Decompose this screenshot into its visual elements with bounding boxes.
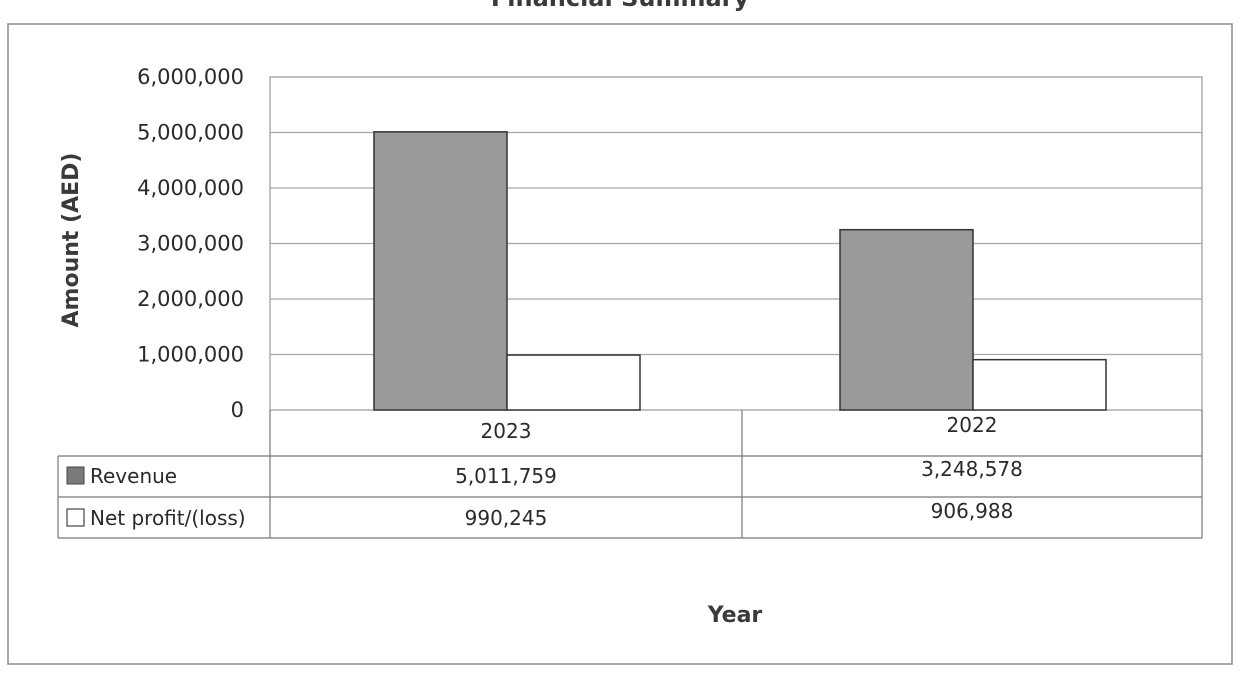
- legend-swatch-revenue: [66, 466, 85, 485]
- bar-revenue-2023: [373, 131, 508, 411]
- table-value-net-profit-2022: 906,988: [931, 499, 1014, 523]
- legend-label-net-profit: Net profit/(loss): [90, 506, 246, 530]
- y-tick-label: 0: [231, 398, 244, 422]
- x-axis-title: Year: [707, 603, 763, 628]
- y-tick-label: 4,000,000: [137, 176, 244, 200]
- y-tick-label: 3,000,000: [137, 232, 244, 256]
- table-value-revenue-2023: 5,011,759: [455, 464, 557, 488]
- table-value-net-profit-2023: 990,245: [465, 506, 548, 530]
- y-tick-label: 1,000,000: [137, 343, 244, 367]
- bar-net-profit-2023: [506, 354, 641, 411]
- y-axis-title: Amount (AED): [59, 153, 84, 328]
- y-axis-ticks: 0 1,000,000 2,000,000 3,000,000 4,000,000 5,0…: [137, 65, 244, 422]
- data-table: 2023 2022 Revenue 5,011,759 3,248,578 Ne…: [57, 410, 1203, 539]
- chart-title: Financial Summary: [491, 0, 750, 12]
- bar-revenue-2022: [839, 228, 974, 411]
- bar-net-profit-2022: [972, 358, 1107, 411]
- y-tick-label: 2,000,000: [137, 287, 244, 311]
- y-tick-label: 5,000,000: [137, 121, 244, 145]
- category-label-2022: 2022: [947, 413, 998, 437]
- y-tick-label: 6,000,000: [137, 65, 244, 89]
- chart-border: [7, 23, 1233, 665]
- legend-swatch-net-profit: [66, 508, 85, 527]
- legend-label-revenue: Revenue: [90, 464, 177, 488]
- category-label-2023: 2023: [481, 419, 532, 443]
- table-value-revenue-2022: 3,248,578: [921, 457, 1023, 481]
- bars: [373, 131, 1107, 411]
